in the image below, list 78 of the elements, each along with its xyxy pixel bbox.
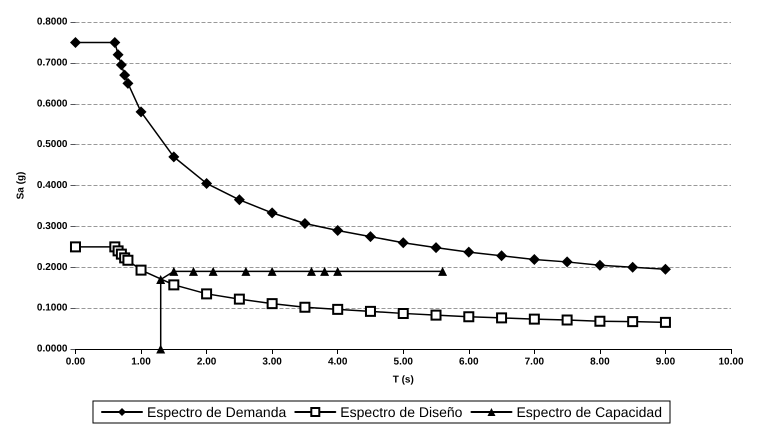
point	[169, 266, 178, 276]
y-tick-label: 0.5000	[36, 139, 68, 150]
point	[528, 254, 540, 265]
point	[496, 312, 508, 324]
x-axis-title: T (s)	[392, 374, 414, 386]
point	[627, 316, 638, 328]
point	[268, 266, 277, 276]
legend-label: Espectro de Diseño	[340, 404, 463, 420]
point	[660, 316, 671, 328]
point	[208, 266, 218, 276]
point	[332, 224, 344, 236]
point	[70, 241, 81, 252]
point	[201, 178, 212, 189]
x-tick-label: 5.00	[394, 356, 414, 368]
x-tick-label: 6.00	[459, 356, 479, 368]
point	[70, 36, 81, 48]
y-tick-label: 0.3000	[36, 220, 68, 232]
point	[594, 316, 606, 327]
x-tick-label: 7.00	[524, 356, 545, 368]
point	[234, 194, 245, 206]
point	[136, 264, 147, 276]
point	[463, 246, 474, 258]
point	[266, 207, 278, 218]
point	[333, 266, 342, 276]
point	[430, 310, 442, 321]
point	[299, 302, 310, 313]
y-tick-label: 0.4000	[36, 180, 68, 191]
point	[119, 70, 130, 81]
y-tick-label: 0.0000	[36, 344, 68, 354]
y-tick-label: 0.7000	[36, 57, 68, 68]
y-tick-label: 0.1000	[36, 302, 68, 314]
point	[156, 344, 166, 354]
point	[562, 256, 573, 268]
point	[364, 231, 376, 242]
point	[463, 311, 474, 322]
point	[122, 254, 134, 266]
point	[320, 266, 330, 276]
y-tick-label: 0.2000	[36, 262, 68, 273]
point	[112, 49, 124, 60]
point	[430, 242, 442, 254]
point	[156, 275, 166, 284]
x-tick-label: 8.00	[590, 356, 610, 368]
point	[562, 314, 573, 326]
point	[528, 314, 540, 325]
x-tick-label: 9.00	[656, 356, 676, 368]
point	[241, 266, 250, 276]
point	[496, 250, 508, 262]
point	[438, 266, 448, 276]
point	[109, 36, 120, 48]
point	[234, 294, 245, 305]
point	[332, 304, 344, 315]
point	[398, 237, 409, 248]
point	[398, 308, 409, 319]
x-tick-label: 1.00	[131, 356, 152, 368]
point	[306, 266, 316, 276]
point	[116, 59, 127, 70]
y-tick-label: 0.8000	[36, 16, 68, 28]
point	[122, 78, 134, 89]
point	[594, 260, 606, 271]
x-tick-label: 0.00	[66, 356, 86, 368]
point	[136, 106, 147, 118]
y-tick-label: 0.6000	[36, 98, 68, 110]
point	[201, 288, 212, 300]
point	[299, 218, 310, 230]
legend-label: Espectro de Capacidad	[516, 404, 662, 420]
point	[627, 262, 638, 273]
x-tick-label: 4.00	[328, 356, 348, 368]
point	[168, 279, 180, 290]
x-tick-label: 10.00	[718, 356, 744, 368]
x-tick-label: 3.00	[262, 356, 282, 368]
point	[364, 306, 376, 317]
point	[188, 266, 198, 276]
x-tick-label: 2.00	[196, 356, 217, 368]
y-axis-title: Sa (g)	[16, 172, 26, 200]
point	[168, 151, 180, 162]
legend-label: Espectro de Demanda	[146, 404, 287, 420]
point	[660, 264, 671, 275]
point	[266, 298, 278, 310]
